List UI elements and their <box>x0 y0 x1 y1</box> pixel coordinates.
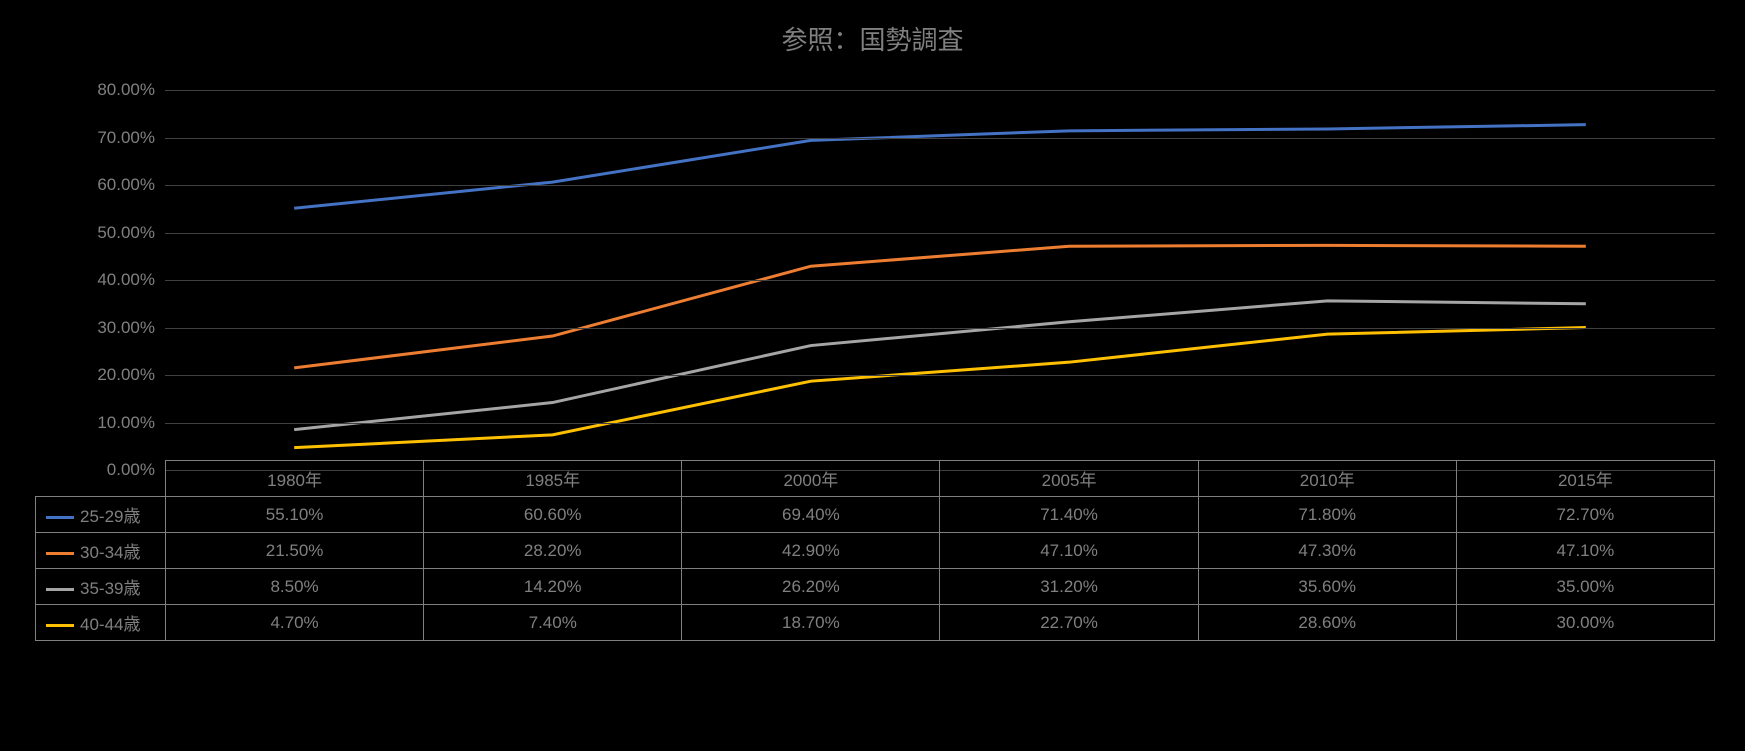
data-cell: 21.50% <box>166 533 424 569</box>
series-line-1 <box>294 245 1586 368</box>
y-tick-label: 70.00% <box>45 128 155 148</box>
data-cell: 55.10% <box>166 497 424 533</box>
data-cell: 47.30% <box>1198 533 1456 569</box>
legend-swatch-icon <box>46 588 74 591</box>
gridline <box>165 185 1715 186</box>
data-cell: 30.00% <box>1456 605 1714 641</box>
legend-cell: 40-44歳 <box>36 605 166 641</box>
data-cell: 28.60% <box>1198 605 1456 641</box>
gridline <box>165 233 1715 234</box>
category-header: 2010年 <box>1198 461 1456 497</box>
series-name: 30-34歳 <box>80 543 140 562</box>
data-cell: 71.80% <box>1198 497 1456 533</box>
y-tick-label: 80.00% <box>45 80 155 100</box>
gridline <box>165 328 1715 329</box>
chart-title: 参照：国勢調査 <box>0 0 1745 67</box>
data-cell: 8.50% <box>166 569 424 605</box>
series-name: 35-39歳 <box>80 579 140 598</box>
data-cell: 71.40% <box>940 497 1198 533</box>
table-row: 40-44歳 4.70%7.40%18.70%22.70%28.60%30.00% <box>36 605 1715 641</box>
data-cell: 4.70% <box>166 605 424 641</box>
category-header: 2005年 <box>940 461 1198 497</box>
gridline <box>165 90 1715 91</box>
y-tick-label: 40.00% <box>45 270 155 290</box>
table-corner-empty <box>36 461 166 497</box>
data-cell: 60.60% <box>424 497 682 533</box>
chart-container: 参照：国勢調査 0.00%10.00%20.00%30.00%40.00%50.… <box>0 0 1745 751</box>
legend-swatch-icon <box>46 624 74 627</box>
data-cell: 72.70% <box>1456 497 1714 533</box>
data-cell: 28.20% <box>424 533 682 569</box>
legend-swatch-icon <box>46 552 74 555</box>
legend-swatch-icon <box>46 516 74 519</box>
gridline <box>165 138 1715 139</box>
data-cell: 47.10% <box>940 533 1198 569</box>
table-row: 25-29歳 55.10%60.60%69.40%71.40%71.80%72.7… <box>36 497 1715 533</box>
plot-area <box>165 90 1715 470</box>
data-cell: 35.00% <box>1456 569 1714 605</box>
data-cell: 47.10% <box>1456 533 1714 569</box>
data-cell: 26.20% <box>682 569 940 605</box>
table-row: 30-34歳21.50%28.20%42.90%47.10%47.30%47.1… <box>36 533 1715 569</box>
table-header-row: 1980年1985年2000年2005年2010年2015年 <box>36 461 1715 497</box>
data-cell: 22.70% <box>940 605 1198 641</box>
gridline <box>165 280 1715 281</box>
data-cell: 42.90% <box>682 533 940 569</box>
table-row: 35-39歳 8.50%14.20%26.20%31.20%35.60%35.00… <box>36 569 1715 605</box>
series-name: 25-29歳 <box>80 507 140 526</box>
y-tick-label: 10.00% <box>45 413 155 433</box>
category-header: 2000年 <box>682 461 940 497</box>
y-tick-label: 20.00% <box>45 365 155 385</box>
legend-cell: 30-34歳 <box>36 533 166 569</box>
data-cell: 69.40% <box>682 497 940 533</box>
gridline <box>165 375 1715 376</box>
legend-cell: 25-29歳 <box>36 497 166 533</box>
y-tick-label: 60.00% <box>45 175 155 195</box>
chart-wrap: 0.00%10.00%20.00%30.00%40.00%50.00%60.00… <box>35 70 1715 520</box>
data-cell: 14.20% <box>424 569 682 605</box>
data-cell: 18.70% <box>682 605 940 641</box>
series-line-3 <box>294 328 1586 448</box>
data-cell: 7.40% <box>424 605 682 641</box>
y-tick-label: 30.00% <box>45 318 155 338</box>
data-table: 1980年1985年2000年2005年2010年2015年 25-29歳 55.1… <box>35 460 1715 641</box>
gridline <box>165 423 1715 424</box>
y-tick-label: 50.00% <box>45 223 155 243</box>
data-cell: 31.20% <box>940 569 1198 605</box>
category-header: 1980年 <box>166 461 424 497</box>
category-header: 1985年 <box>424 461 682 497</box>
series-line-2 <box>294 301 1586 430</box>
series-name: 40-44歳 <box>80 615 140 634</box>
category-header: 2015年 <box>1456 461 1714 497</box>
data-cell: 35.60% <box>1198 569 1456 605</box>
legend-cell: 35-39歳 <box>36 569 166 605</box>
